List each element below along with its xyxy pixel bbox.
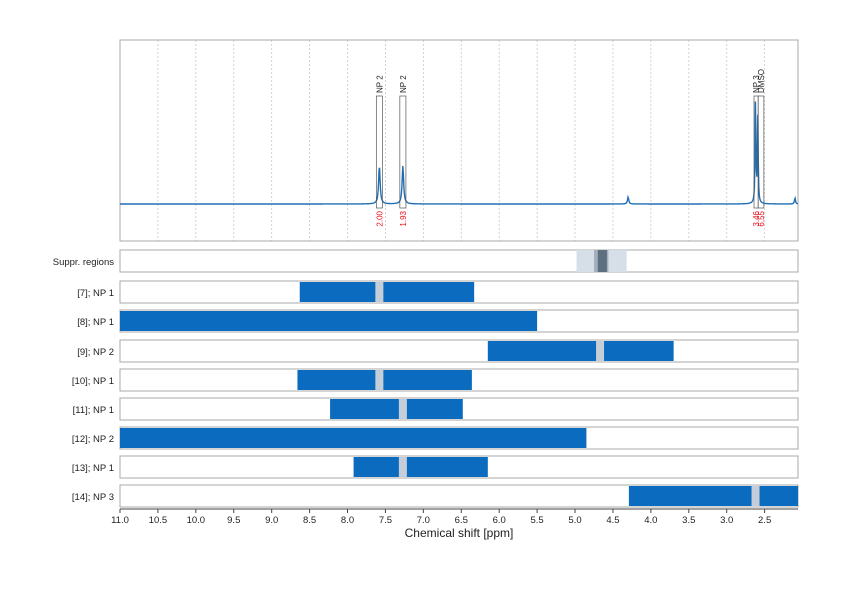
row-label: [11]; NP 1 xyxy=(73,405,114,416)
row-label: [12]; NP 2 xyxy=(72,434,114,445)
range-bar xyxy=(299,282,475,302)
x-tick-label: 3.5 xyxy=(682,515,695,526)
peak-label: DMSO xyxy=(757,69,766,93)
row-frame xyxy=(119,339,799,363)
x-tick-label: 8.0 xyxy=(341,515,354,526)
x-tick-label: 9.5 xyxy=(227,515,240,526)
range-cut xyxy=(398,457,407,477)
integral-label: 3.46 xyxy=(752,210,761,226)
range-cut xyxy=(596,341,605,361)
x-tick-label: 7.0 xyxy=(417,515,430,526)
x-tick-label: 10.0 xyxy=(187,515,206,526)
x-tick-label: 4.5 xyxy=(606,515,619,526)
range-bar xyxy=(487,341,674,361)
x-tick-label: 2.5 xyxy=(758,515,771,526)
row-frame xyxy=(119,249,799,273)
row-label: [13]; NP 1 xyxy=(72,463,114,474)
x-tick-label: 8.5 xyxy=(303,515,316,526)
range-cut xyxy=(375,282,384,302)
peak-box xyxy=(375,95,383,209)
range-cut xyxy=(398,399,407,419)
x-tick-label: 10.5 xyxy=(149,515,168,526)
x-tick-label: 3.0 xyxy=(720,515,733,526)
row-label: Suppr. regions xyxy=(53,257,115,268)
x-axis-label: Chemical shift [ppm] xyxy=(405,526,514,540)
row-label: [7]; NP 1 xyxy=(77,288,114,299)
peak-box xyxy=(399,95,407,209)
x-tick-label: 6.0 xyxy=(493,515,506,526)
x-tick-label: 11.0 xyxy=(111,515,129,526)
range-rows: Suppr. regions [7]; NP 1 [8]; NP 1 [9]; NP … xyxy=(53,249,799,508)
x-tick-label: 9.0 xyxy=(265,515,278,526)
range-cut xyxy=(375,370,384,390)
range-bar xyxy=(628,486,798,506)
row-label: [10]; NP 1 xyxy=(72,376,114,387)
row-label: [8]; NP 1 xyxy=(77,317,114,328)
peak-box xyxy=(757,95,765,209)
x-tick-label: 4.0 xyxy=(644,515,657,526)
x-tick-label: 5.5 xyxy=(531,515,544,526)
peak-label: NP 2 xyxy=(375,75,384,93)
spectrum-frame xyxy=(119,39,799,242)
suppr-region-core xyxy=(597,250,607,272)
x-tick-label: 5.0 xyxy=(568,515,581,526)
range-bar xyxy=(353,457,488,477)
range-bar xyxy=(330,399,463,419)
row-label: [14]; NP 3 xyxy=(72,492,114,503)
integral-label: 6.55 xyxy=(757,210,766,226)
x-axis: 11.0 10.5 10.0 9.5 9.0 8.5 8.0 7.5 7.0 6.5 6.0 5.5 5… xyxy=(111,508,798,526)
x-tick-label: 7.5 xyxy=(379,515,392,526)
row-label: [9]; NP 2 xyxy=(77,347,114,358)
peak-label: NP 2 xyxy=(399,75,408,93)
range-bar xyxy=(120,428,587,448)
range-cut xyxy=(751,486,760,506)
range-bar xyxy=(297,370,472,390)
peak-label: NP 3 xyxy=(752,75,761,93)
range-bar xyxy=(120,311,538,331)
spectrum-panel: NP 2 2.00 NP 2 1.93 NP 3 3.46 DMSO 6.55 xyxy=(119,39,799,242)
x-tick-label: 6.5 xyxy=(455,515,468,526)
spectrum-trace xyxy=(120,101,799,205)
integral-label: 1.93 xyxy=(399,210,408,226)
integral-label: 2.00 xyxy=(375,210,384,226)
grid-lines xyxy=(157,40,766,241)
